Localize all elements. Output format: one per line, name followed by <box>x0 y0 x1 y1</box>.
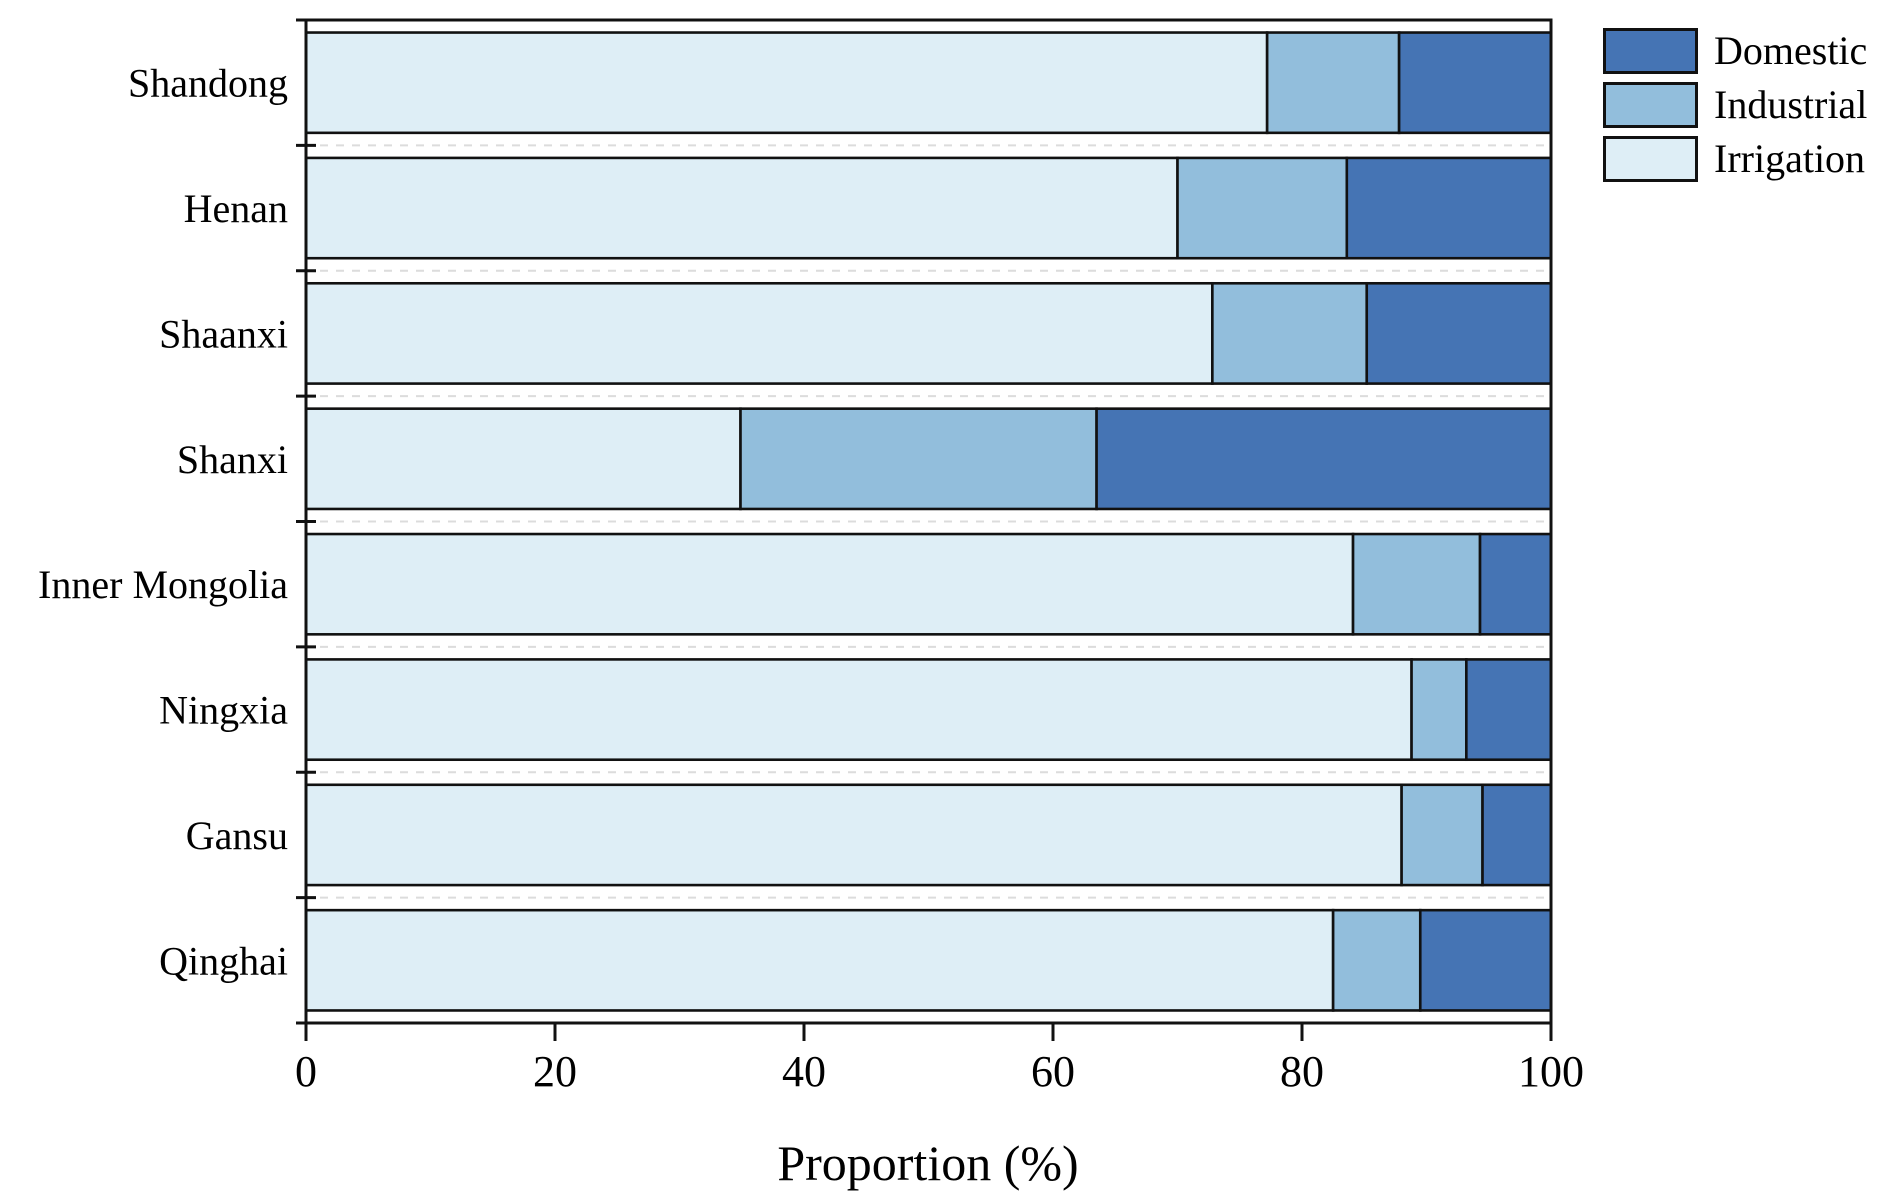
bar-segment-industrial <box>1400 783 1484 887</box>
legend-item-domestic: Domestic <box>1603 28 1867 74</box>
bar-segment-domestic <box>1095 407 1553 511</box>
bar-segment-industrial <box>1331 908 1422 1012</box>
bar-segment-domestic <box>1365 281 1553 385</box>
x-tick-label: 80 <box>1280 1047 1324 1096</box>
legend-label-domestic: Domestic <box>1714 28 1868 73</box>
y-category-label: Ningxia <box>159 688 288 733</box>
bar-segment-domestic <box>1397 31 1553 135</box>
y-category-label: Gansu <box>186 813 288 858</box>
bar-segment-industrial <box>1211 281 1369 385</box>
y-category-label: Inner Mongolia <box>38 562 288 607</box>
bar-segment-industrial <box>1410 658 1468 762</box>
bar-segment-industrial <box>1176 156 1349 260</box>
legend-label-industrial: Industrial <box>1714 82 1868 127</box>
bar-segment-domestic <box>1478 532 1553 636</box>
x-tick-label: 100 <box>1518 1047 1584 1096</box>
bar-segment-irrigation <box>304 31 1269 135</box>
legend-swatch-irrigation-icon <box>1603 136 1698 182</box>
bar-segment-industrial <box>1351 532 1482 636</box>
bar-segment-industrial <box>739 407 1098 511</box>
bar-segment-irrigation <box>304 407 742 511</box>
y-category-label: Shaanxi <box>159 311 288 356</box>
bar-segment-domestic <box>1465 658 1553 762</box>
bar-segment-irrigation <box>304 783 1403 887</box>
legend: Domestic Industrial Irrigation <box>1603 28 1867 182</box>
x-tick-label: 0 <box>295 1047 317 1096</box>
legend-item-industrial: Industrial <box>1603 82 1867 128</box>
legend-label-irrigation: Irrigation <box>1714 136 1866 181</box>
legend-swatch-industrial-icon <box>1603 82 1698 128</box>
y-category-label: Shandong <box>128 61 288 106</box>
y-category-labels: Shandong Henan Shaanxi Shanxi Inner Mongolia… <box>38 61 288 984</box>
bar-segment-irrigation <box>304 281 1214 385</box>
y-category-label: Qinghai <box>159 938 288 983</box>
bar-segment-irrigation <box>304 658 1413 762</box>
x-tick-label: 60 <box>1031 1047 1075 1096</box>
bar-segment-domestic <box>1481 783 1553 887</box>
x-axis-title: Proportion (%) <box>777 1135 1078 1191</box>
bar-segment-irrigation <box>304 908 1335 1012</box>
bar-segment-irrigation <box>304 156 1179 260</box>
y-category-label: Henan <box>184 186 288 231</box>
y-category-label: Shanxi <box>177 437 288 482</box>
axes <box>296 18 1553 1041</box>
bar-segment-domestic <box>1418 908 1553 1012</box>
x-tick-label: 20 <box>533 1047 577 1096</box>
x-tick-label: 40 <box>782 1047 826 1096</box>
bar-series <box>304 31 1553 1012</box>
bar-segment-domestic <box>1345 156 1553 260</box>
bar-segment-industrial <box>1265 31 1401 135</box>
bar-segment-irrigation <box>304 532 1355 636</box>
legend-item-irrigation: Irrigation <box>1603 136 1867 182</box>
legend-swatch-domestic-icon <box>1603 28 1698 74</box>
x-tick-labels: 0 20 40 60 80 100 <box>295 1047 1584 1096</box>
gridlines <box>320 144 1547 899</box>
